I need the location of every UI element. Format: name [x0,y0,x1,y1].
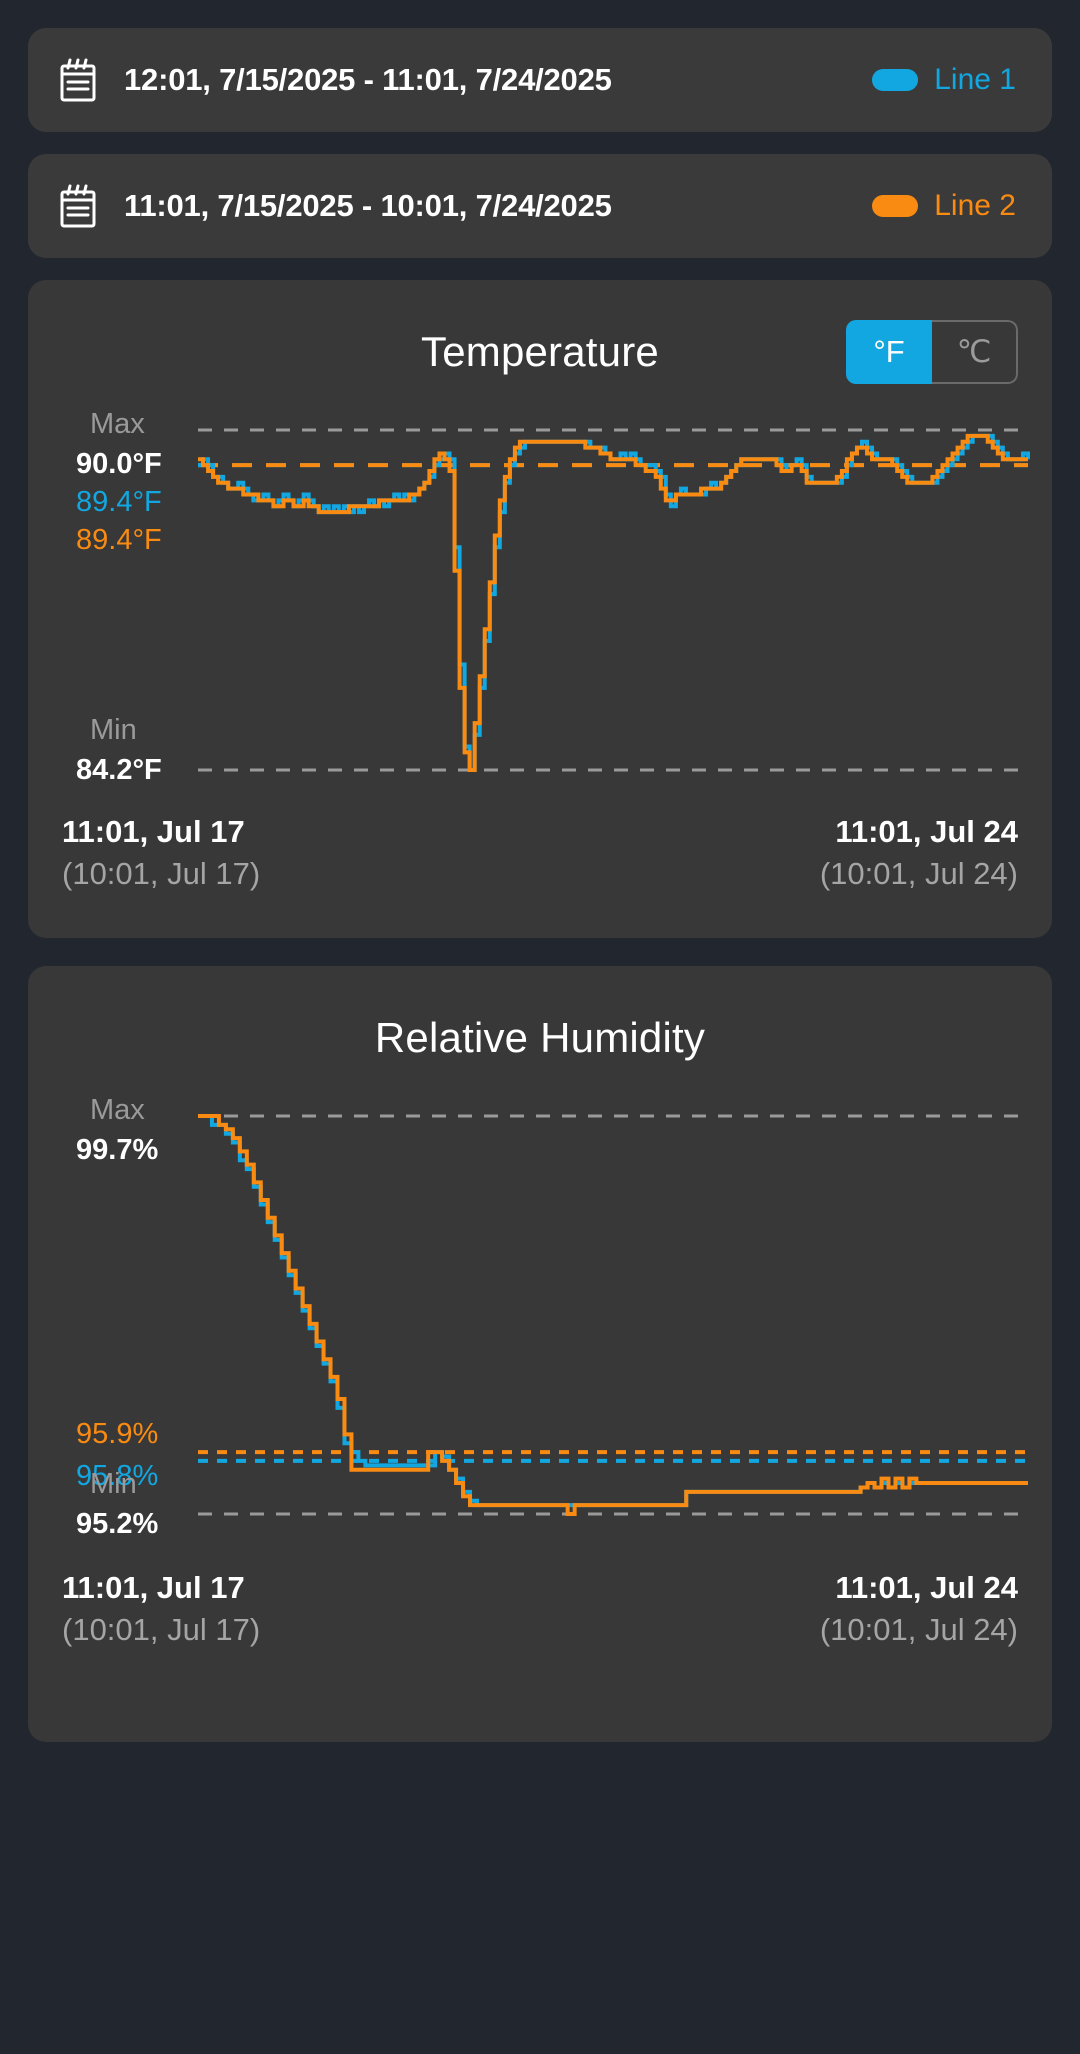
temp-x-left-top: 11:01, Jul 17 [62,814,245,849]
temp-x-right-bottom: (10:01, Jul 24) [819,856,1018,891]
date-range-text: 12:01, 7/15/2025 - 11:01, 7/24/2025 [124,62,612,97]
legend-pill-line1 [872,69,919,91]
temperature-xaxis-right: 11:01, Jul 24 (10:01, Jul 24) [820,814,1018,892]
humidity-xaxis-left: 11:01, Jul 17 (10:01, Jul 17) [62,1570,260,1648]
humidity-xaxis: 11:01, Jul 17 (10:01, Jul 17) 11:01, Jul… [28,1554,1052,1648]
calendar-icon [60,58,96,102]
unit-option-celsius[interactable]: ℃ [932,320,1018,384]
date-range-text: 11:01, 7/15/2025 - 10:01, 7/24/2025 [124,188,612,223]
humidity-chart-card: Relative Humidity Max 99.7% 95.9% 95.8% … [28,966,1052,1742]
hum-x-right-bottom: (10:01, Jul 24) [819,1612,1018,1647]
legend-line2: Line 2 [872,189,1016,223]
hum-x-left-top: 11:01, Jul 17 [62,1570,245,1605]
temperature-xaxis: 11:01, Jul 17 (10:01, Jul 17) 11:01, Jul… [28,798,1052,892]
page-title-humidity: Relative Humidity [374,1014,706,1061]
temp-x-right-top: 11:01, Jul 24 [835,814,1018,849]
temperature-xaxis-left: 11:01, Jul 17 (10:01, Jul 17) [62,814,260,892]
unit-toggle[interactable]: °F ℃ [846,320,1018,384]
humidity-plot-svg [198,1114,1028,1516]
humidity-xaxis-right: 11:01, Jul 24 (10:01, Jul 24) [820,1570,1018,1648]
humidity-plot[interactable]: Max 99.7% 95.9% 95.8% Min 95.2% [28,1084,1052,1554]
humidity-header: Relative Humidity [28,992,1052,1084]
temperature-header: Temperature °F ℃ [28,306,1052,398]
date-range-row-line1[interactable]: 12:01, 7/15/2025 - 11:01, 7/24/2025 Line… [28,28,1052,132]
calendar-icon [60,184,96,228]
temperature-plot-svg [198,428,1030,772]
legend-pill-line2 [872,195,919,217]
date-range-row-line2[interactable]: 11:01, 7/15/2025 - 10:01, 7/24/2025 Line… [28,154,1052,258]
temp-x-left-bottom: (10:01, Jul 17) [62,856,261,891]
unit-option-fahrenheit[interactable]: °F [846,320,932,384]
temperature-plot[interactable]: Max 90.0°F 89.4°F 89.4°F Min 84.2°F [28,398,1052,798]
page-title-temperature: Temperature [421,328,659,375]
hum-x-right-top: 11:01, Jul 24 [835,1570,1018,1605]
legend-line1: Line 1 [872,63,1016,97]
hum-x-left-bottom: (10:01, Jul 17) [62,1612,261,1647]
legend-label-line1: Line 1 [934,63,1016,96]
temperature-chart-card: Temperature °F ℃ Max 90.0°F 89.4°F 89.4°… [28,280,1052,938]
legend-label-line2: Line 2 [934,189,1016,222]
